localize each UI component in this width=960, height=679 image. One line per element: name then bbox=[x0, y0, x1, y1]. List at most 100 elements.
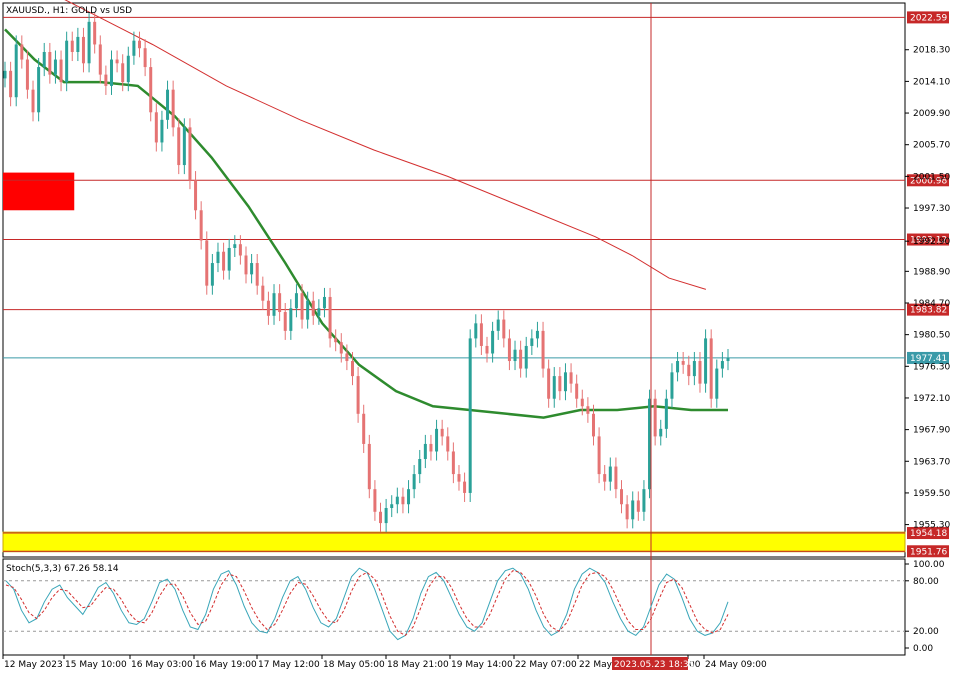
stoch-d-line bbox=[5, 570, 729, 637]
price-axis: 2018.30 2014.10 2009.90 2005.70 2001.50 1997.… bbox=[905, 46, 950, 531]
price-tick-label: 1976.30 bbox=[913, 362, 950, 372]
candle-body bbox=[379, 511, 383, 524]
candle-body bbox=[59, 59, 63, 83]
time-tick-label: 22 May 07:00 bbox=[515, 660, 577, 670]
level-price-label-1954.18: 1954.18 bbox=[910, 529, 947, 539]
level-price-label-2022.59: 2022.59 bbox=[910, 13, 947, 23]
candle-body bbox=[507, 338, 511, 362]
candle-body bbox=[199, 210, 203, 241]
time-tick-label: 16 May 03:00 bbox=[131, 660, 193, 670]
candle-body bbox=[283, 312, 287, 331]
price-tick-label: 1955.30 bbox=[913, 521, 950, 531]
candle-body bbox=[317, 308, 321, 316]
candle-body bbox=[704, 338, 708, 384]
candle-body bbox=[423, 443, 427, 460]
time-tick-label: 15 May 10:00 bbox=[65, 660, 127, 670]
candle-body bbox=[524, 345, 528, 369]
candle-body bbox=[552, 376, 556, 399]
stoch-k-line bbox=[5, 567, 729, 641]
candle-body bbox=[446, 436, 450, 452]
candle-body bbox=[261, 285, 265, 301]
price-tick-label: 1988.90 bbox=[913, 267, 950, 277]
candle-body bbox=[37, 67, 41, 113]
candle-body bbox=[429, 443, 433, 452]
candle-body bbox=[692, 361, 696, 377]
main-chart-frame bbox=[2, 2, 906, 656]
candle-body bbox=[664, 398, 668, 429]
price-tick-label: 1984.70 bbox=[913, 299, 950, 309]
crosshair-time-label: 2023.05.23 18:35 bbox=[614, 660, 694, 670]
candle-body bbox=[194, 180, 198, 211]
level-price-label-1993.12: 1993.12 bbox=[910, 236, 947, 246]
candle-body bbox=[608, 466, 612, 482]
resistance-zone bbox=[3, 172, 75, 211]
level-price-box-1983.82 bbox=[907, 303, 949, 316]
candle-body bbox=[541, 330, 545, 369]
candle-body bbox=[597, 436, 601, 475]
level-price-label-1977.41: 1977.41 bbox=[910, 354, 947, 364]
candle-body bbox=[407, 489, 411, 505]
zones-layer bbox=[2, 172, 906, 553]
candle-body bbox=[166, 89, 170, 120]
candle-body bbox=[3, 70, 7, 79]
candle-body bbox=[53, 59, 57, 75]
candle-body bbox=[238, 244, 242, 256]
candle-body bbox=[709, 338, 713, 399]
candle-body bbox=[715, 368, 719, 399]
ma-fast-line bbox=[4, 28, 728, 419]
candle-body bbox=[451, 451, 455, 475]
candle-body bbox=[687, 364, 691, 377]
candle-body bbox=[25, 59, 29, 90]
stoch-tick-label: 20.00 bbox=[913, 627, 939, 637]
candle-body bbox=[350, 361, 354, 377]
price-tick-label: 1992.90 bbox=[913, 237, 950, 247]
candle-body bbox=[255, 263, 259, 286]
candle-body bbox=[558, 376, 562, 392]
level-price-box-1993.12 bbox=[907, 233, 949, 246]
level-price-label-1951.76: 1951.76 bbox=[910, 547, 947, 557]
candle-body bbox=[154, 112, 158, 143]
candle-body bbox=[676, 361, 680, 373]
candle-body bbox=[311, 300, 315, 316]
candle-body bbox=[132, 40, 136, 56]
candle-body bbox=[182, 127, 186, 166]
ma-slow-line bbox=[64, 0, 707, 290]
candle-body bbox=[440, 428, 444, 437]
candle-body bbox=[563, 372, 567, 392]
candle-body bbox=[266, 300, 270, 316]
candle-body bbox=[670, 372, 674, 399]
candle-body bbox=[468, 338, 472, 493]
candle-body bbox=[233, 244, 237, 248]
candle-body bbox=[418, 459, 422, 475]
candle-body bbox=[20, 44, 24, 60]
candle-body bbox=[367, 443, 371, 490]
candle-body bbox=[485, 345, 489, 354]
price-tick-label: 1980.50 bbox=[913, 331, 950, 341]
candle-body bbox=[87, 21, 91, 64]
candle-body bbox=[70, 40, 74, 52]
candle-body bbox=[591, 413, 595, 437]
candle-body bbox=[300, 293, 304, 320]
candle-body bbox=[603, 474, 607, 482]
candles-layer bbox=[3, 12, 730, 533]
time-tick-label: 22 May bbox=[579, 660, 613, 670]
chart-header: XAUUSD., H1: GOLD vs USD bbox=[6, 6, 132, 16]
candle-body bbox=[395, 496, 399, 505]
candle-body bbox=[121, 63, 125, 83]
candle-body bbox=[535, 330, 539, 339]
candle-body bbox=[205, 240, 209, 286]
candle-body bbox=[289, 308, 293, 331]
candle-body bbox=[278, 293, 282, 313]
time-tick-label: 00 bbox=[689, 660, 701, 670]
candle-body bbox=[14, 44, 18, 98]
candle-body bbox=[580, 398, 584, 407]
candle-body bbox=[569, 372, 573, 384]
candle-body bbox=[519, 349, 523, 369]
candle-body bbox=[294, 293, 298, 309]
candle-body bbox=[384, 508, 388, 524]
candle-body bbox=[322, 296, 326, 309]
candle-body bbox=[143, 48, 147, 68]
candle-body bbox=[435, 428, 439, 452]
price-tick-label: 1967.90 bbox=[913, 426, 950, 436]
candle-body bbox=[642, 489, 646, 512]
